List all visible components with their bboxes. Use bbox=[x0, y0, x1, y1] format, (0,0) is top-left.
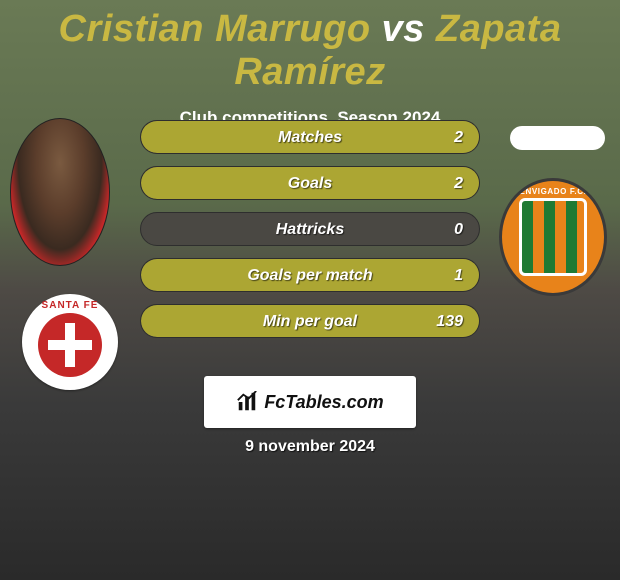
stat-bar-value-right: 2 bbox=[454, 121, 463, 154]
stat-bar-value-right: 1 bbox=[454, 259, 463, 292]
stat-bars: Matches2Goals2Hattricks0Goals per match1… bbox=[140, 120, 480, 350]
player1-name: Cristian Marrugo bbox=[59, 8, 371, 50]
date-line: 9 november 2024 bbox=[0, 438, 620, 456]
club-badge-right: ENVIGADO F.C. bbox=[499, 178, 607, 296]
stat-bar: Min per goal139 bbox=[140, 304, 480, 338]
stat-bar: Goals2 bbox=[140, 166, 480, 200]
club-badge-left: SANTA FE bbox=[22, 294, 118, 390]
stat-bar-value-right: 0 bbox=[454, 213, 463, 246]
stat-bar-label: Goals bbox=[141, 167, 479, 200]
club-badge-left-name: SANTA FE bbox=[42, 300, 99, 311]
player1-photo bbox=[10, 118, 110, 266]
vs-word: vs bbox=[382, 8, 425, 50]
stat-bar-label: Min per goal bbox=[141, 305, 479, 338]
player2-photo-placeholder bbox=[510, 126, 605, 150]
page-title: Cristian Marrugo vs Zapata Ramírez bbox=[0, 0, 620, 94]
stat-bar: Hattricks0 bbox=[140, 212, 480, 246]
stat-bar: Goals per match1 bbox=[140, 258, 480, 292]
branding-box[interactable]: FcTables.com bbox=[204, 376, 416, 428]
stat-bar: Matches2 bbox=[140, 120, 480, 154]
stat-bar-label: Matches bbox=[141, 121, 479, 154]
club-badge-right-name: ENVIGADO F.C. bbox=[520, 187, 587, 196]
stat-bar-value-right: 139 bbox=[436, 305, 463, 338]
stat-bar-value-right: 2 bbox=[454, 167, 463, 200]
branding-text: FcTables.com bbox=[264, 392, 383, 413]
bar-chart-icon bbox=[236, 391, 258, 413]
stat-bar-label: Goals per match bbox=[141, 259, 479, 292]
stat-bar-label: Hattricks bbox=[141, 213, 479, 246]
